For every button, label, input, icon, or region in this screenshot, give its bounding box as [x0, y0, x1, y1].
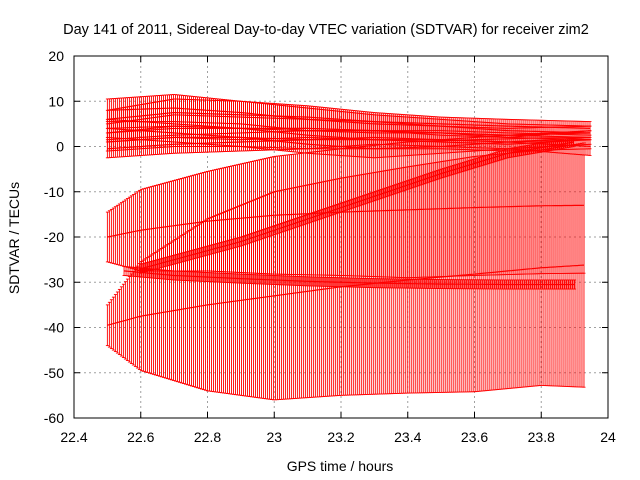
series-line: [140, 141, 574, 270]
series-trace-4: [122, 265, 577, 290]
series-layer: [105, 94, 592, 401]
series-trace-3: [139, 137, 575, 274]
series-trace-8: [105, 94, 592, 141]
series-trace-2: [105, 142, 586, 401]
series-line: [124, 270, 575, 286]
series-line: [107, 264, 585, 326]
